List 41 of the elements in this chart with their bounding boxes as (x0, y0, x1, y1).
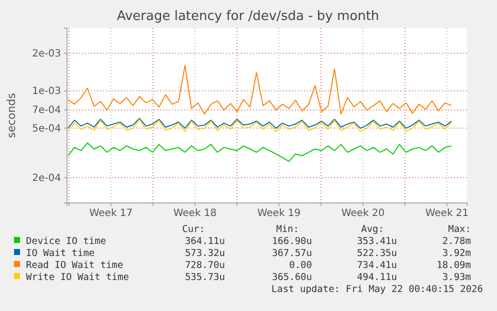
line-series (68, 64, 452, 115)
line-series (68, 118, 452, 132)
y-tick-label: 5e-04 (32, 123, 61, 134)
text: 353.41u (356, 236, 397, 247)
text: 573.32u (184, 248, 225, 259)
text: 0.00 (289, 260, 312, 271)
text: 535.73u (184, 272, 225, 283)
y-tick-label: 2e-03 (32, 48, 61, 60)
text: 728.70u (184, 260, 225, 271)
text: 2.78m (442, 236, 472, 247)
x-tick-label: Week 20 (341, 208, 385, 220)
text: 166.90u (272, 236, 312, 247)
legend-label: IO Wait time (26, 248, 95, 259)
text: Cur: (182, 224, 205, 235)
text: 367.57u (272, 248, 312, 259)
x-tick-label: Week 17 (89, 208, 133, 220)
legend-label: Device IO time (26, 236, 106, 247)
y-tick-label: 2e-04 (32, 172, 61, 184)
x-tick-label: Week 19 (257, 208, 301, 220)
text: Avg: (361, 224, 384, 235)
x-tick-label: Week 21 (425, 208, 469, 220)
y-tick-label: 1e-03 (32, 86, 61, 97)
legend-label: Write IO Wait time (26, 272, 130, 283)
chart-title: Average latency for /dev/sda - by month (116, 9, 380, 24)
text: 18.09m (436, 260, 472, 271)
y-tick-label: 7e-04 (32, 105, 61, 116)
text: Max: (448, 224, 471, 235)
line-series (68, 118, 452, 129)
text: 494.11u (356, 272, 397, 283)
x-tick-label: Week 18 (173, 208, 217, 220)
text: 3.92m (442, 248, 472, 259)
line-series (68, 142, 452, 162)
text: 364.11u (184, 236, 225, 247)
text: 522.35u (356, 248, 397, 259)
text: Last update: Fri May 22 00:40:15 2026 (271, 284, 484, 295)
text: 3.93m (442, 272, 472, 283)
text: Min: (276, 224, 299, 235)
text: 734.41u (356, 260, 397, 271)
text: 365.60u (272, 272, 312, 283)
y-axis-title: seconds (5, 92, 18, 138)
legend-label: Read IO Wait time (26, 260, 124, 271)
